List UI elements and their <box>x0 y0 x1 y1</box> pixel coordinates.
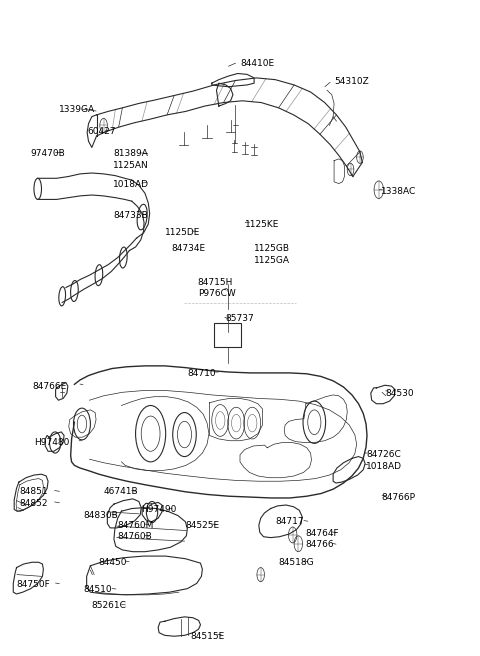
Text: 84734E: 84734E <box>172 244 206 253</box>
Text: 84733B: 84733B <box>113 211 148 220</box>
Text: 84530: 84530 <box>385 388 413 398</box>
Text: 1125GA: 1125GA <box>254 256 290 264</box>
Text: 84410E: 84410E <box>240 59 274 68</box>
Text: 1018AD: 1018AD <box>366 462 402 471</box>
Text: 84726C: 84726C <box>366 450 401 459</box>
Text: 1125AN: 1125AN <box>113 161 149 170</box>
Text: 84525E: 84525E <box>185 521 219 530</box>
Text: 1339GA: 1339GA <box>59 105 95 114</box>
Text: 84510: 84510 <box>84 585 112 594</box>
Text: 84518G: 84518G <box>278 558 314 567</box>
Text: 60427: 60427 <box>87 127 116 136</box>
Text: 84766E: 84766E <box>32 382 66 390</box>
Text: 46741B: 46741B <box>104 487 138 497</box>
Text: 1018AD: 1018AD <box>113 180 149 189</box>
Text: 84710: 84710 <box>187 369 216 379</box>
Text: 1125GB: 1125GB <box>254 244 290 253</box>
Text: 84717: 84717 <box>275 517 304 526</box>
Text: 84715H: 84715H <box>198 277 233 287</box>
Text: H97490: H97490 <box>141 505 177 514</box>
Text: 84450: 84450 <box>98 558 126 567</box>
Text: 84760B: 84760B <box>118 532 153 541</box>
Text: 84852: 84852 <box>20 499 48 508</box>
Text: P976CW: P976CW <box>198 289 235 298</box>
Text: 97470B: 97470B <box>31 149 65 158</box>
Text: 84750F: 84750F <box>16 580 50 589</box>
Text: 54310Z: 54310Z <box>334 77 369 86</box>
Text: 84766: 84766 <box>305 540 334 549</box>
Text: 84764F: 84764F <box>305 529 338 538</box>
Text: 84515E: 84515E <box>191 632 225 641</box>
Text: 85261C: 85261C <box>92 601 127 610</box>
Text: 1125DE: 1125DE <box>165 228 200 237</box>
Text: 81389A: 81389A <box>113 149 148 158</box>
Text: 84760M: 84760M <box>118 521 154 530</box>
Text: 1338AC: 1338AC <box>381 187 416 196</box>
Text: 84830B: 84830B <box>84 511 119 520</box>
Text: 84851: 84851 <box>20 487 48 497</box>
Text: H97480: H97480 <box>34 438 69 447</box>
Text: 84766P: 84766P <box>381 493 415 502</box>
Text: 85737: 85737 <box>225 314 254 323</box>
Text: 1125KE: 1125KE <box>245 220 279 228</box>
